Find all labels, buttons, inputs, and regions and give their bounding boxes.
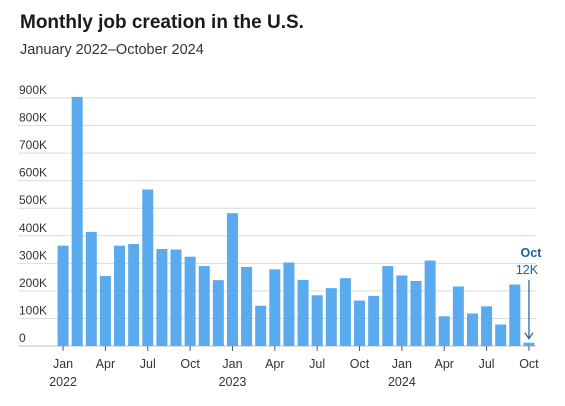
y-tick-label: 100K: [19, 303, 47, 317]
chart-title: Monthly job creation in the U.S.: [20, 12, 304, 33]
x-axis-ticks: Jan 2022 Apr Jul Oct Jan 2023 Apr Jul Oct Jan 2024 A…: [49, 346, 539, 389]
y-tick-label: 200K: [19, 276, 47, 290]
x-tick-month: Oct: [350, 357, 370, 371]
bar-2024-10: [523, 342, 535, 346]
x-tick-year: 2022: [49, 375, 77, 389]
bar-2022-01: [57, 245, 69, 346]
bar-2022-11: [198, 266, 210, 346]
bar-2022-03: [85, 231, 97, 346]
x-tick-year: 2024: [388, 375, 416, 389]
bar-2022-04: [99, 276, 111, 346]
bar-2022-12: [212, 280, 224, 346]
bar-2023-08: [325, 288, 337, 346]
x-tick-month: Jul: [309, 357, 325, 371]
bar-2023-12: [382, 266, 394, 346]
bar-2024-09: [509, 284, 521, 346]
bar-2023-01: [226, 213, 238, 346]
bar-2022-06: [128, 244, 140, 346]
bar-2024-06: [466, 313, 478, 346]
bar-2022-02: [71, 96, 83, 346]
bar-2024-08: [495, 324, 507, 346]
bars: [57, 96, 535, 346]
bar-2023-03: [255, 305, 267, 346]
annotation-arrow-head: [524, 332, 534, 340]
y-tick-label: 800K: [19, 111, 47, 125]
bar-2023-06: [297, 279, 309, 346]
x-tick-month: Oct: [519, 357, 539, 371]
y-axis-ticks: 0 100K 200K 300K 400K 500K 600K 700K 800K 900K: [19, 83, 47, 345]
bar-2024-01: [396, 275, 408, 346]
y-tick-label: 400K: [19, 221, 47, 235]
y-tick-label: 500K: [19, 193, 47, 207]
annotation: Oct 12K: [516, 246, 543, 340]
y-tick-label: 600K: [19, 166, 47, 180]
x-tick-month: Jan: [392, 357, 412, 371]
bar-2023-05: [283, 262, 295, 346]
y-tick-label: 300K: [19, 248, 47, 262]
bar-2024-07: [481, 306, 493, 346]
bar-2023-04: [269, 269, 281, 346]
bar-2022-05: [114, 245, 126, 346]
bar-2024-03: [424, 260, 436, 346]
chart-subtitle: January 2022–October 2024: [20, 42, 204, 58]
y-tick-label: 0: [19, 331, 26, 345]
bar-2022-08: [156, 249, 168, 346]
y-tick-label: 700K: [19, 138, 47, 152]
x-tick-month: Jul: [479, 357, 495, 371]
annotation-label: Oct: [521, 246, 543, 260]
x-tick-month: Oct: [180, 357, 200, 371]
x-tick-month: Apr: [96, 357, 115, 371]
x-tick-month: Jan: [222, 357, 242, 371]
bar-2022-07: [142, 189, 154, 346]
bar-2023-02: [241, 266, 253, 346]
bar-2023-07: [311, 295, 323, 346]
x-tick-month: Apr: [265, 357, 284, 371]
x-tick-month: Apr: [435, 357, 454, 371]
bar-2024-02: [410, 280, 422, 346]
bar-2024-04: [438, 316, 450, 346]
bar-2023-09: [339, 278, 351, 346]
bar-2023-10: [354, 300, 366, 346]
annotation-value: 12K: [516, 263, 539, 277]
bar-2023-11: [368, 295, 380, 346]
x-tick-month: Jan: [53, 357, 73, 371]
bar-2022-10: [184, 256, 196, 346]
x-tick-month: Jul: [140, 357, 156, 371]
bar-2024-05: [452, 286, 464, 346]
y-tick-label: 900K: [19, 83, 47, 97]
x-tick-year: 2023: [219, 375, 247, 389]
bar-2022-09: [170, 249, 182, 346]
